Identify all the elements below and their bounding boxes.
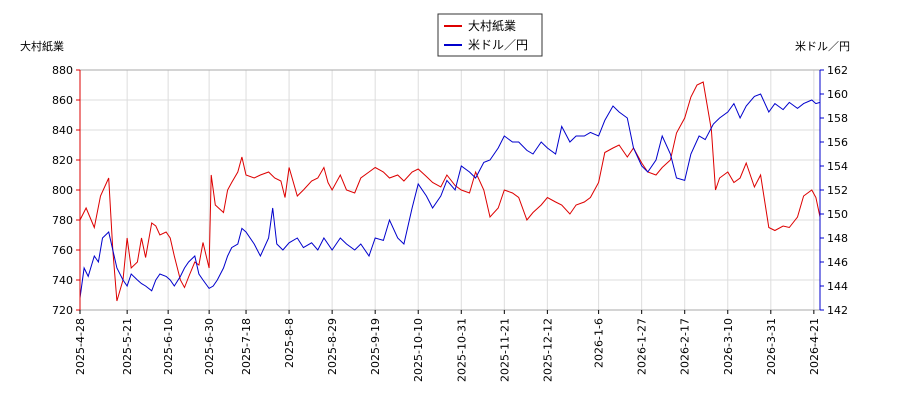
left-tick-label: 780: [52, 214, 73, 227]
right-tick-label: 156: [827, 136, 848, 149]
right-tick-label: 160: [827, 88, 848, 101]
right-tick-label: 162: [827, 64, 848, 77]
x-tick-label: 2026-1-27: [636, 318, 649, 375]
x-tick-label: 2026-3-31: [765, 318, 778, 375]
x-tick-label: 2025-11-21: [498, 318, 511, 382]
legend-label-omura: 大村紙業: [468, 18, 516, 33]
right-axis-label: 米ドル／円: [795, 40, 850, 53]
legend: 大村紙業 米ドル／円: [437, 13, 543, 57]
x-tick-label: 2025-12-12: [541, 318, 554, 382]
x-tick-label: 2025-5-21: [121, 318, 134, 375]
left-tick-label: 760: [52, 244, 73, 257]
x-tick-label: 2025-4-28: [74, 318, 87, 375]
left-tick-label: 880: [52, 64, 73, 77]
x-tick-label: 2025-8-29: [326, 318, 339, 375]
series-line-omura: [79, 81, 821, 302]
x-tick-label: 2025-10-31: [455, 318, 468, 382]
right-tick-label: 158: [827, 112, 848, 125]
x-tick-label: 2026-1-6: [593, 318, 606, 368]
x-tick-label: 2026-3-10: [722, 318, 735, 375]
legend-label-usdjpy: 米ドル／円: [468, 38, 528, 52]
series-line-usdjpy: [79, 93, 821, 299]
x-tick-label: 2025-7-18: [240, 318, 253, 375]
x-tick-label: 2025-10-10: [412, 318, 425, 382]
left-tick-label: 860: [52, 94, 73, 107]
x-tick-label: 2025-9-19: [369, 318, 382, 375]
x-tick-label: 2025-6-30: [203, 318, 216, 375]
x-tick-label: 2025-6-10: [162, 318, 175, 375]
left-tick-label: 800: [52, 184, 73, 197]
right-tick-label: 148: [827, 232, 848, 245]
right-tick-label: 150: [827, 208, 848, 221]
x-tick-label: 2026-2-17: [679, 318, 692, 375]
left-tick-label: 840: [52, 124, 73, 137]
grid-lines: [79, 69, 820, 311]
left-tick-label: 820: [52, 154, 73, 167]
left-tick-label: 720: [52, 304, 73, 317]
right-tick-label: 146: [827, 256, 848, 269]
legend-box: [437, 13, 543, 57]
right-tick-label: 154: [827, 160, 848, 173]
right-tick-label: 144: [827, 280, 848, 293]
series-lines: [79, 81, 821, 302]
x-tick-label: 2026-4-21: [808, 318, 821, 375]
x-tick-label: 2025-8-8: [283, 318, 296, 368]
axes: 720 740 760 780 800 820 840 860 880 142 144 146 148 1…: [52, 64, 848, 382]
left-tick-label: 740: [52, 274, 73, 287]
left-axis-label: 大村紙業: [20, 39, 64, 53]
right-tick-label: 142: [827, 304, 848, 317]
right-tick-label: 152: [827, 184, 848, 197]
